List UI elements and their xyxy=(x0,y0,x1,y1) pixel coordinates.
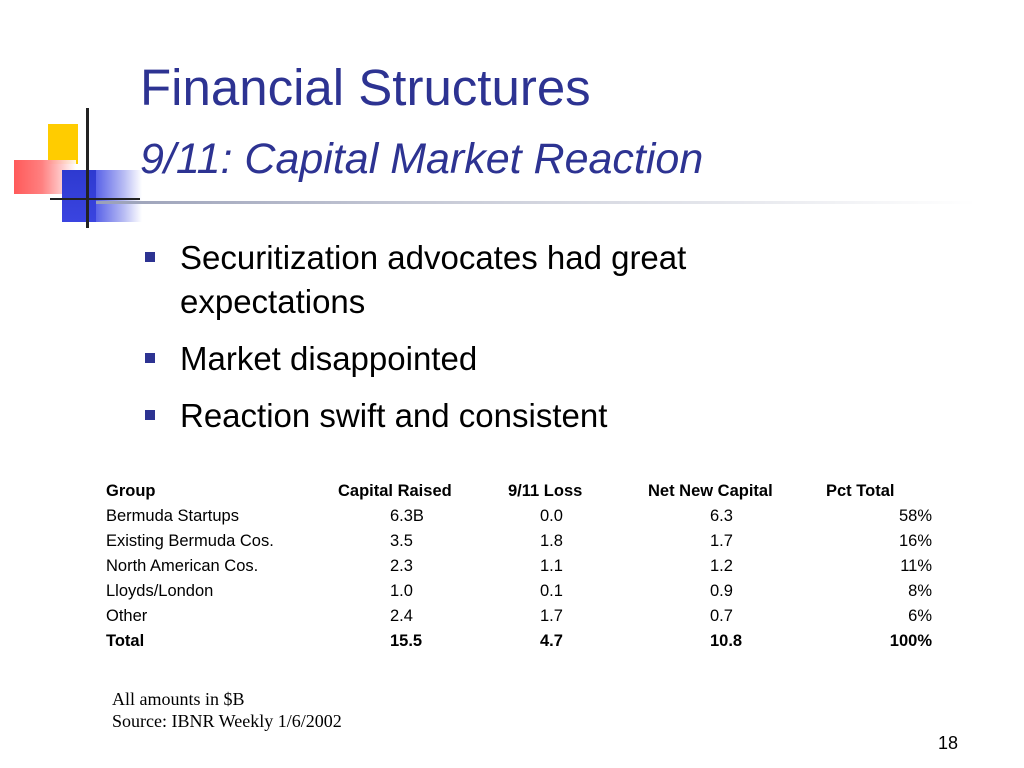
cell-loss: 1.8 xyxy=(540,532,563,550)
table-row: North American Cos. 2.3 1.1 1.2 11% xyxy=(106,554,934,579)
cell-group: Total xyxy=(106,632,145,650)
logo-blue-fade xyxy=(96,170,142,222)
col-header-capital-raised: Capital Raised xyxy=(338,482,452,500)
cell-capital-raised: 6.3B xyxy=(390,507,424,525)
capital-table: Group Capital Raised 9/11 Loss Net New C… xyxy=(106,479,934,654)
col-header-group: Group xyxy=(106,482,156,500)
cell-net-new-capital: 0.9 xyxy=(710,582,733,600)
col-header-net-new-capital: Net New Capital xyxy=(648,482,773,500)
bullet-square-icon xyxy=(145,410,155,420)
cell-pct-total: 58% xyxy=(898,507,932,525)
table-row: Bermuda Startups 6.3B 0.0 6.3 58% xyxy=(106,504,934,529)
table-total-row: Total 15.5 4.7 10.8 100% xyxy=(106,629,934,654)
cell-group: North American Cos. xyxy=(106,557,259,575)
cell-net-new-capital: 10.8 xyxy=(710,632,743,650)
bullet-list: Securitization advocates had great expec… xyxy=(140,236,840,451)
cell-pct-total: 8% xyxy=(908,582,932,600)
title-underline xyxy=(96,201,976,204)
cell-capital-raised: 2.3 xyxy=(390,557,413,575)
cell-capital-raised: 15.5 xyxy=(390,632,423,650)
table-row: Other 2.4 1.7 0.7 6% xyxy=(106,604,934,629)
cell-group: Bermuda Startups xyxy=(106,507,239,525)
footnote: All amounts in $B Source: IBNR Weekly 1/… xyxy=(112,688,342,732)
logo-blue-square xyxy=(62,170,96,222)
col-header-pct-total: Pct Total xyxy=(826,482,895,500)
bullet-text: Market disappointed xyxy=(180,340,478,377)
cell-net-new-capital: 0.7 xyxy=(710,607,733,625)
col-header-loss: 9/11 Loss xyxy=(508,482,583,500)
cell-capital-raised: 1.0 xyxy=(390,582,413,600)
bullet-text: Reaction swift and consistent xyxy=(180,397,608,434)
cell-loss: 4.7 xyxy=(540,632,563,650)
bullet-item: Reaction swift and consistent xyxy=(140,394,840,438)
logo-vertical-line xyxy=(86,108,89,228)
cell-capital-raised: 3.5 xyxy=(390,532,413,550)
cell-pct-total: 11% xyxy=(900,557,932,575)
footnote-units: All amounts in $B xyxy=(112,689,245,709)
bullet-item: Market disappointed xyxy=(140,337,840,381)
cell-net-new-capital: 1.2 xyxy=(710,557,733,575)
table-header-row: Group Capital Raised 9/11 Loss Net New C… xyxy=(106,479,934,504)
cell-capital-raised: 2.4 xyxy=(390,607,413,625)
cell-pct-total: 16% xyxy=(898,532,932,550)
footnote-source: Source: IBNR Weekly 1/6/2002 xyxy=(112,711,342,731)
table-row: Existing Bermuda Cos. 3.5 1.8 1.7 16% xyxy=(106,529,934,554)
cell-loss: 0.0 xyxy=(540,507,563,525)
bullet-square-icon xyxy=(145,353,155,363)
bullet-text: Securitization advocates had great expec… xyxy=(180,239,687,320)
slide-title: Financial Structures xyxy=(140,59,591,116)
cell-loss: 1.1 xyxy=(540,557,563,575)
cell-pct-total: 100% xyxy=(889,632,932,650)
cell-loss: 1.7 xyxy=(540,607,563,625)
bullet-item: Securitization advocates had great expec… xyxy=(140,236,840,324)
page-number: 18 xyxy=(938,733,959,753)
cell-net-new-capital: 1.7 xyxy=(710,532,733,550)
slide-subtitle: 9/11: Capital Market Reaction xyxy=(140,135,704,183)
cell-net-new-capital: 6.3 xyxy=(710,507,733,525)
logo-yellow-square xyxy=(48,124,78,164)
cell-group: Lloyds/London xyxy=(106,582,214,600)
cell-group: Other xyxy=(106,607,148,625)
cell-pct-total: 6% xyxy=(908,607,932,625)
bullet-square-icon xyxy=(145,252,155,262)
cell-group: Existing Bermuda Cos. xyxy=(106,532,274,550)
table-row: Lloyds/London 1.0 0.1 0.9 8% xyxy=(106,579,934,604)
cell-loss: 0.1 xyxy=(540,582,563,600)
logo-horizontal-line xyxy=(50,198,140,200)
